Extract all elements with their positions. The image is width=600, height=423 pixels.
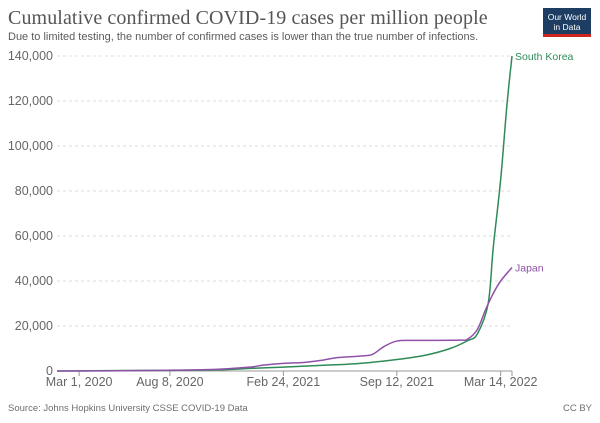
series-label-south-korea: South Korea: [515, 51, 574, 63]
logo-line-2: in Data: [553, 22, 581, 32]
y-tick-label: 100,000: [8, 139, 53, 153]
chart-subtitle: Due to limited testing, the number of co…: [8, 31, 479, 43]
x-tick-label: Mar 1, 2020: [46, 375, 113, 389]
x-tick-label: Mar 14, 2022: [464, 375, 538, 389]
y-tick-label: 80,000: [15, 184, 53, 198]
x-tick-label: Sep 12, 2021: [360, 375, 434, 389]
y-tick-label: 140,000: [8, 49, 53, 63]
y-tick-label: 40,000: [15, 274, 53, 288]
series-label-japan: Japan: [515, 263, 544, 275]
x-tick-label: Aug 8, 2020: [136, 375, 203, 389]
chart-title: Cumulative confirmed COVID-19 cases per …: [8, 7, 488, 29]
y-tick-label: 0: [46, 364, 53, 378]
series-line-japan: [56, 267, 513, 372]
owid-logo[interactable]: Our World in Data: [543, 8, 591, 37]
x-tick-label: Feb 24, 2021: [247, 375, 321, 389]
source-note[interactable]: Source: Johns Hopkins University CSSE CO…: [8, 403, 248, 414]
series-line-south-korea: [56, 55, 513, 372]
y-tick-label: 60,000: [15, 229, 53, 243]
y-tick-label: 20,000: [15, 319, 53, 333]
y-tick-label: 120,000: [8, 94, 53, 108]
logo-line-1: Our World: [547, 12, 587, 22]
license-link[interactable]: CC BY: [562, 403, 592, 414]
